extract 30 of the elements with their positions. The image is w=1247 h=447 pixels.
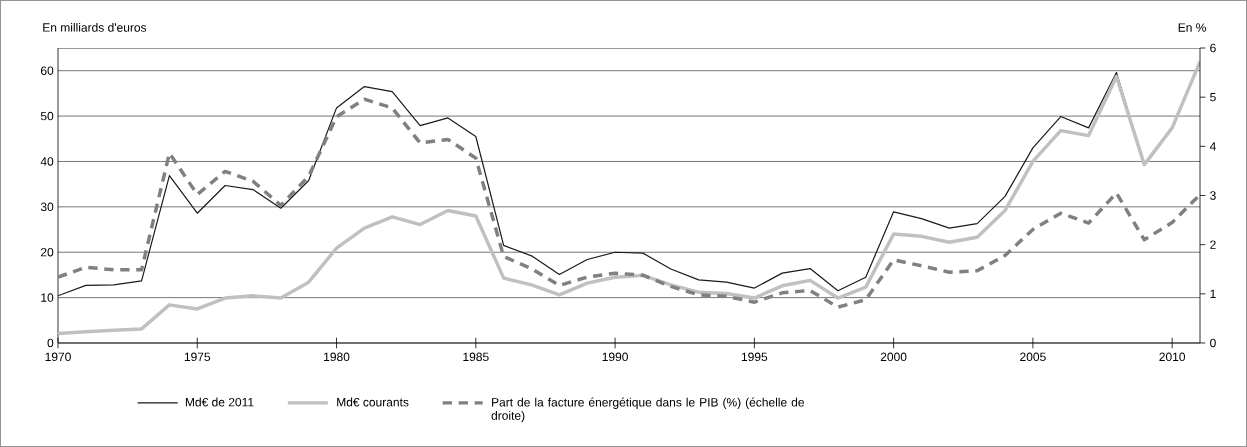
x-tick-label: 2000 — [880, 352, 907, 362]
x-tick-label: 1975 — [184, 352, 211, 362]
y2-axis-title: En % — [1178, 23, 1206, 32]
legend-label: Md€ de 2011 — [185, 397, 254, 407]
y-tick-label: 10 — [41, 293, 54, 302]
y2-tick-label: 4 — [1209, 142, 1216, 151]
x-tick-label: 1985 — [463, 352, 489, 362]
y-tick-label: 60 — [40, 66, 54, 75]
y2-tick-label: 6 — [1210, 43, 1216, 53]
y2-tick-label: 0 — [1210, 338, 1216, 348]
x-tick-label: 1995 — [741, 352, 768, 362]
legend-label: Md€ courants — [337, 397, 409, 407]
y-axis-title: En milliards d'euros — [43, 22, 147, 32]
y-tick-label: 30 — [40, 202, 54, 212]
line-series — [58, 97, 1201, 309]
y2-tick-label: 1 — [1210, 289, 1216, 298]
y-tick-label: 20 — [40, 247, 54, 257]
x-tick-label: 1980 — [324, 352, 350, 362]
y2-tick-label: 3 — [1210, 191, 1216, 200]
y-tick-label: 40 — [40, 157, 54, 166]
y-tick-label: 0 — [47, 338, 54, 348]
y2-tick-label: 5 — [1210, 92, 1216, 102]
x-tick-label: 2010 — [1159, 352, 1186, 362]
y2-tick-label: 2 — [1210, 240, 1216, 249]
x-tick-label: 1970 — [45, 352, 71, 362]
y-tick-label: 50 — [40, 111, 54, 121]
x-tick-label: 1990 — [602, 352, 628, 362]
line-series — [58, 59, 1201, 336]
legend-label: Part de la facture énergétique dans le PIB (%) (échelle de droite) — [491, 397, 804, 423]
x-tick-label: 2005 — [1020, 352, 1046, 362]
